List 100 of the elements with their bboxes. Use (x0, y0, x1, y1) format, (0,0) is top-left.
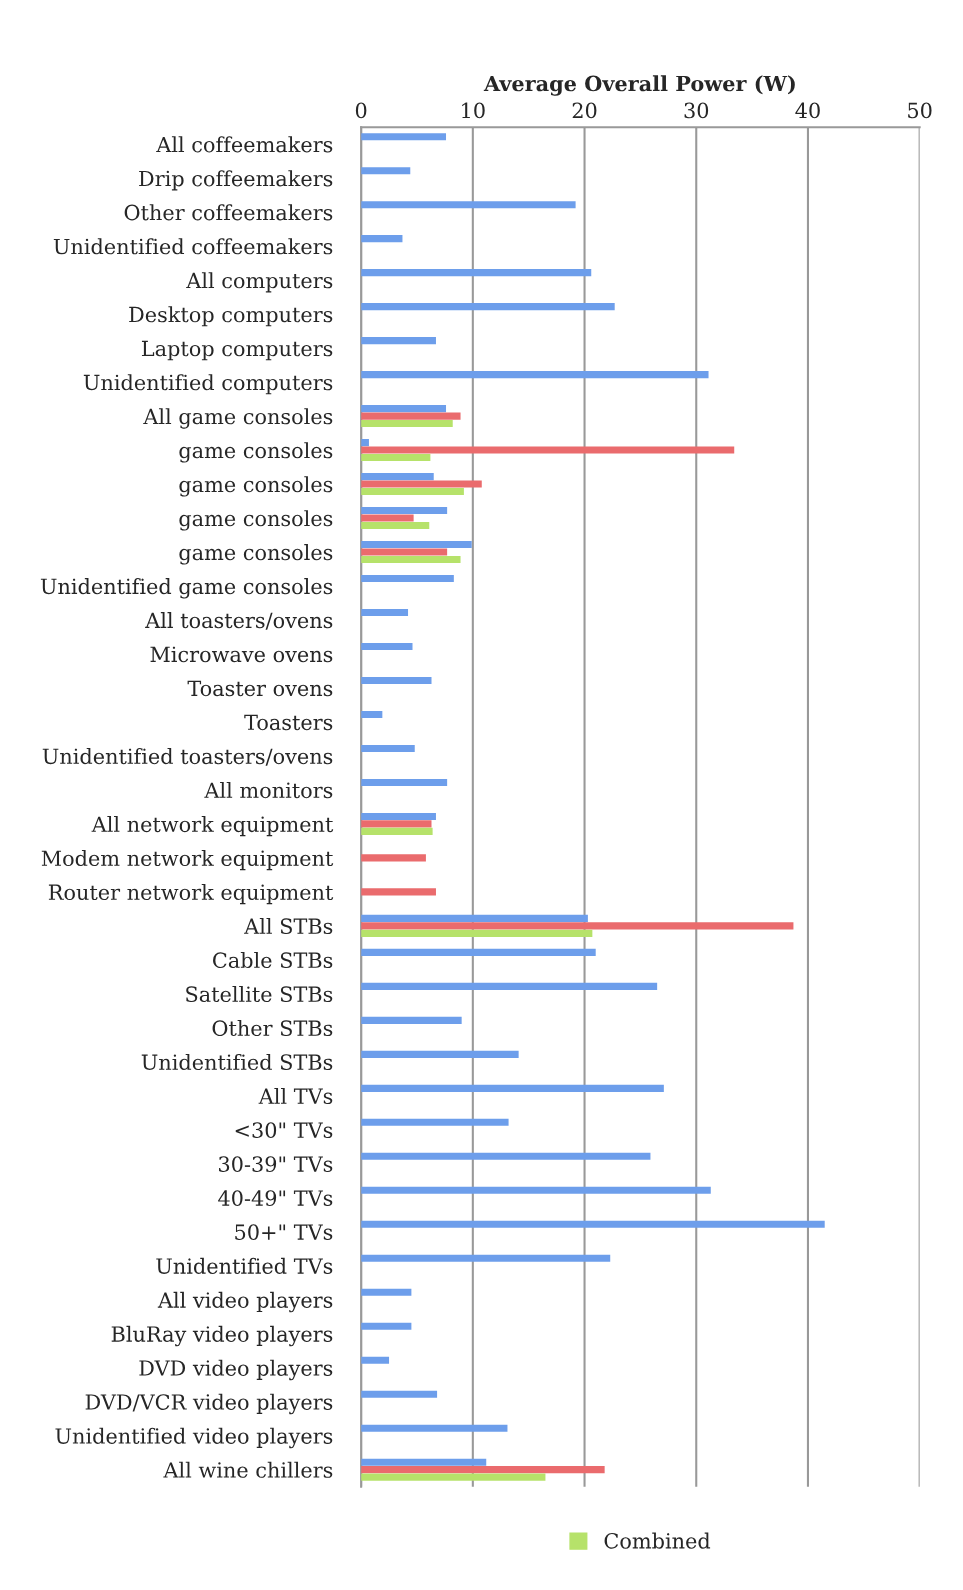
y-tick-label: Unidentified game consoles (40, 578, 333, 599)
bar (361, 1118, 509, 1126)
bar (361, 929, 593, 937)
bar (361, 744, 415, 753)
y-tick-label: All network equipment (91, 816, 334, 837)
bar (361, 1186, 711, 1194)
bar (361, 487, 464, 496)
bar (361, 521, 430, 530)
y-tick-label: DVD/VCR video players (85, 1393, 333, 1415)
y-tick-label: Other STBs (212, 1019, 333, 1037)
bar (361, 1458, 487, 1466)
bar (361, 453, 431, 462)
bar (361, 854, 426, 862)
bar (361, 473, 434, 481)
y-tick-label: All TVs (258, 1087, 333, 1105)
bar (361, 507, 448, 515)
y-tick-label: <30" TVs (235, 1122, 333, 1139)
y-tick-label: Unidentified TVs (156, 1257, 333, 1274)
bar (361, 1424, 508, 1432)
bar (361, 827, 433, 835)
bar (361, 514, 414, 522)
bar (361, 1356, 390, 1364)
y-tick-label: Drip coffeemakers (139, 170, 333, 191)
bar (361, 1016, 462, 1024)
bar (361, 269, 592, 277)
bar (361, 914, 588, 922)
bar (361, 888, 436, 896)
bar (361, 1254, 611, 1262)
y-tick-label: 30-39" TVs (219, 1156, 333, 1172)
bar (361, 948, 596, 956)
bar (361, 1050, 519, 1058)
bar (361, 555, 461, 564)
bar (361, 201, 576, 209)
bar (361, 1152, 651, 1160)
y-tick-label: Toasters (244, 714, 333, 731)
y-tick-label: Cable STBs (213, 951, 333, 969)
x-tick-label: 0 (355, 102, 367, 119)
bar (361, 480, 482, 488)
x-tick-label: 30 (684, 102, 709, 119)
legend-label: Combined (604, 1532, 711, 1549)
x-tick-label: 50 (908, 102, 932, 119)
y-tick-label: game consoles (179, 544, 333, 565)
bar (361, 608, 409, 617)
y-tick-label: All monitors (204, 782, 333, 799)
bar (361, 812, 436, 820)
y-tick-label: Unidentified toasters/ovens (42, 748, 333, 766)
x-tick-label: 10 (462, 102, 485, 119)
bar (361, 541, 472, 549)
bar (361, 982, 658, 990)
y-tick-label: Modem network equipment (41, 849, 334, 871)
y-tick-label: Unidentified computers (83, 374, 333, 395)
y-tick-label: Laptop computers (141, 340, 333, 361)
bar (361, 1288, 412, 1296)
bar (361, 337, 436, 345)
bar (361, 133, 447, 141)
y-tick-label: game consoles (179, 442, 333, 463)
bar (361, 1466, 605, 1474)
y-tick-label: All game consoles (143, 408, 333, 429)
y-tick-label: game consoles (179, 510, 333, 531)
x-tick-label: 40 (795, 102, 820, 119)
y-tick-label: 40-49" TVs (218, 1190, 333, 1206)
y-tick-label: DVD video players (139, 1359, 333, 1381)
bar (361, 1084, 664, 1092)
bar (361, 1220, 825, 1228)
y-tick-label: 50+" TVs (235, 1224, 333, 1240)
bar (361, 778, 448, 787)
bar (361, 420, 453, 428)
bar (361, 167, 411, 175)
bar (361, 371, 709, 379)
bar (361, 235, 403, 243)
y-tick-label: All coffeemakers (156, 136, 333, 153)
bar (361, 710, 383, 719)
bar (361, 446, 735, 454)
y-tick-label: Unidentified video players (55, 1427, 333, 1449)
y-tick-label: Desktop computers (129, 306, 333, 327)
bar (361, 676, 432, 685)
bar (361, 1390, 438, 1398)
y-tick-label: All toasters/ovens (145, 612, 333, 630)
bar (361, 412, 461, 420)
bar (361, 642, 413, 651)
y-tick-label: All computers (186, 272, 333, 293)
y-tick-label: Other coffeemakers (124, 204, 333, 221)
y-tick-label: Unidentified coffeemakers (53, 238, 333, 255)
bar (361, 303, 615, 311)
bar (361, 1473, 546, 1481)
bar (361, 548, 448, 556)
x-axis-title: Average Overall Power (W) (483, 75, 795, 96)
y-tick-label: Satellite STBs (186, 985, 333, 1003)
bar (361, 1322, 412, 1330)
y-tick-label: Router network equipment (48, 883, 334, 905)
bar (361, 922, 794, 930)
y-tick-label: game consoles (179, 476, 333, 497)
y-tick-label: All video players (157, 1291, 333, 1313)
y-tick-label: Microwave ovens (150, 646, 333, 663)
x-tick-label: 20 (572, 102, 597, 119)
bar (361, 405, 447, 413)
bar (361, 820, 432, 828)
y-tick-label: Unidentified STBs (141, 1053, 333, 1071)
y-tick-label: Toaster ovens (187, 680, 333, 697)
bar (361, 574, 454, 583)
